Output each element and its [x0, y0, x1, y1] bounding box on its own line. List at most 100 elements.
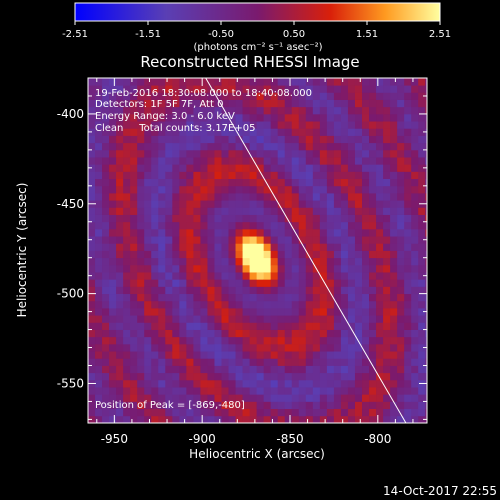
heatmap-cell	[207, 149, 215, 158]
heatmap-cell	[362, 135, 370, 144]
heatmap-cell	[425, 228, 427, 237]
heatmap-cell	[291, 401, 300, 410]
heatmap-cell	[404, 401, 412, 410]
heatmap-cell	[411, 207, 419, 215]
heatmap-cell	[172, 394, 180, 402]
heatmap-cell	[130, 394, 138, 402]
heatmap-cell	[312, 372, 321, 381]
heatmap-cell	[88, 99, 96, 108]
heatmap-cell	[397, 106, 405, 115]
heatmap-cell	[186, 387, 194, 395]
heatmap-cell	[193, 358, 201, 366]
heatmap-cell	[214, 157, 222, 165]
heatmap-cell	[277, 408, 286, 417]
heatmap-cell	[130, 78, 138, 86]
heatmap-cell	[397, 365, 405, 374]
heatmap-cell	[256, 85, 265, 93]
heatmap-cell	[376, 308, 384, 316]
heatmap-cell	[130, 336, 138, 345]
heatmap-cell	[418, 358, 426, 366]
heatmap-cell	[186, 351, 194, 359]
heatmap-cell	[397, 257, 405, 266]
heatmap-cell	[418, 171, 426, 180]
heatmap-cell	[425, 264, 427, 273]
heatmap-cell	[235, 221, 243, 230]
heatmap-cell	[95, 113, 103, 122]
heatmap-cell	[172, 243, 180, 251]
heatmap-cell	[418, 106, 426, 115]
heatmap-cell	[347, 99, 356, 108]
heatmap-cell	[319, 171, 328, 180]
heatmap-cell	[116, 99, 124, 108]
heatmap-cell	[333, 408, 342, 417]
heatmap-cell	[249, 142, 258, 151]
heatmap-cell	[165, 142, 173, 151]
heatmap-cell	[123, 343, 131, 352]
heatmap-cell	[207, 128, 215, 136]
heatmap-cell	[172, 113, 180, 122]
heatmap-cell	[404, 214, 412, 223]
heatmap-cell	[326, 113, 335, 122]
heatmap-cell	[249, 394, 258, 402]
heatmap-cell	[249, 135, 258, 144]
heatmap-cell	[404, 149, 412, 158]
heatmap-cell	[144, 300, 152, 309]
heatmap-cell	[362, 228, 370, 237]
heatmap-cell	[193, 257, 201, 266]
heatmap-cell	[165, 415, 173, 423]
heatmap-cell	[397, 149, 405, 158]
heatmap-cell	[305, 322, 314, 330]
heatmap-cell	[207, 351, 215, 359]
heatmap-cell	[354, 142, 363, 151]
heatmap-cell	[116, 415, 124, 423]
heatmap-cell	[284, 78, 293, 86]
heatmap-cell	[383, 293, 391, 302]
heatmap-cell	[319, 207, 328, 215]
heatmap-cell	[284, 358, 293, 366]
heatmap-cell	[256, 336, 265, 345]
heatmap-cell	[186, 185, 194, 194]
heatmap-cell	[263, 279, 272, 287]
heatmap-cell	[333, 343, 342, 352]
heatmap-cell	[207, 358, 215, 366]
heatmap-cell	[165, 121, 173, 129]
x-tick-label: -800	[364, 432, 391, 446]
heatmap-cell	[207, 99, 215, 108]
heatmap-cell	[207, 365, 215, 374]
heatmap-cell	[221, 178, 229, 187]
heatmap-cell	[221, 113, 229, 122]
heatmap-cell	[354, 315, 363, 323]
heatmap-cell	[425, 279, 427, 287]
heatmap-cell	[326, 415, 335, 423]
heatmap-cell	[305, 200, 314, 208]
heatmap-cell	[130, 128, 138, 136]
heatmap-cell	[242, 135, 250, 144]
heatmap-cell	[228, 351, 236, 359]
heatmap-cell	[277, 336, 286, 345]
heatmap-cell	[362, 121, 370, 129]
heatmap-cell	[340, 85, 349, 93]
heatmap-cell	[179, 351, 187, 359]
heatmap-cell	[411, 315, 419, 323]
heatmap-cell	[340, 92, 349, 100]
heatmap-cell	[144, 178, 152, 187]
heatmap-cell	[242, 78, 250, 86]
heatmap-cell	[214, 401, 222, 410]
heatmap-cell	[186, 106, 194, 115]
heatmap-cell	[425, 322, 427, 330]
heatmap-cell	[305, 214, 314, 223]
heatmap-cell	[193, 99, 201, 108]
heatmap-cell	[298, 164, 307, 172]
heatmap-cell	[305, 300, 314, 309]
heatmap-cell	[319, 250, 328, 259]
heatmap-cell	[383, 336, 391, 345]
heatmap-cell	[228, 300, 236, 309]
heatmap-cell	[340, 408, 349, 417]
heatmap-cell	[200, 243, 208, 251]
heatmap-cell	[207, 135, 215, 144]
heatmap-cell	[277, 178, 286, 187]
heatmap-cell	[347, 214, 356, 223]
heatmap-cell	[88, 257, 96, 266]
heatmap-cell	[256, 236, 265, 244]
heatmap-cell	[305, 401, 314, 410]
